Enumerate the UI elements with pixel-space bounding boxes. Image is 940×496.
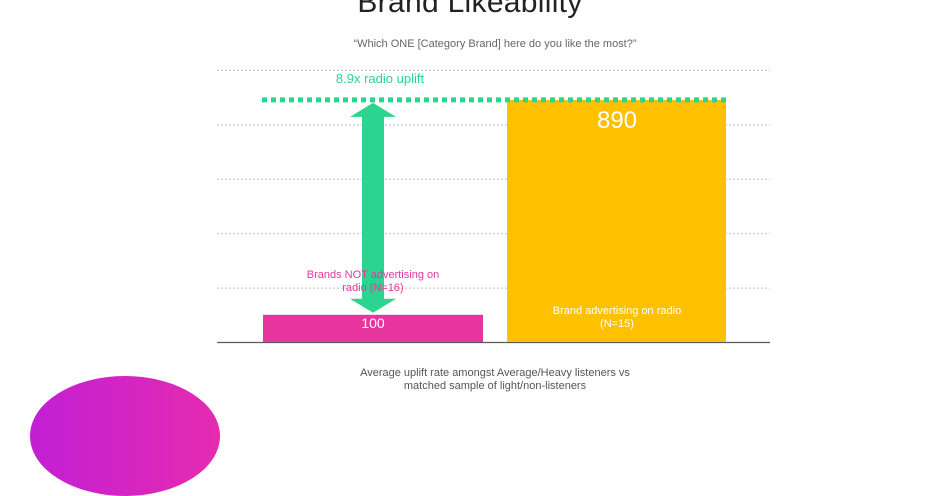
chart-subtitle: “Which ONE [Category Brand] here do you … [353,38,637,50]
category-label-1-line-1: (N=15) [600,318,634,330]
footnote-line-1: Average uplift rate amongst Average/Heav… [360,367,630,379]
footnote-line-2: matched sample of light/non-listeners [403,380,587,392]
bar-0 [263,314,483,342]
uplift-annotation: 8.9x radio uplift [262,71,730,313]
category-label-1-line-0: Brand advertising on radio [553,305,681,317]
uplift-annotation-label: 8.9x radio uplift [336,71,425,86]
category-label-0-line-0: Brands NOT advertising on [307,269,439,281]
chart-title: Brand Likeability [357,0,583,19]
value-label-0: 100 [361,315,385,331]
chart-footnote: Average uplift rate amongst Average/Heav… [0,367,940,393]
value-label-1: 890 [597,107,637,134]
bars [263,99,726,342]
bar-1 [507,99,726,342]
uplift-double-arrow [350,102,396,313]
category-label-0-line-1: radio (N=16) [342,282,403,294]
bar-chart: 8.9x radio uplift 100 890 Brands NOT adver… [217,70,770,344]
